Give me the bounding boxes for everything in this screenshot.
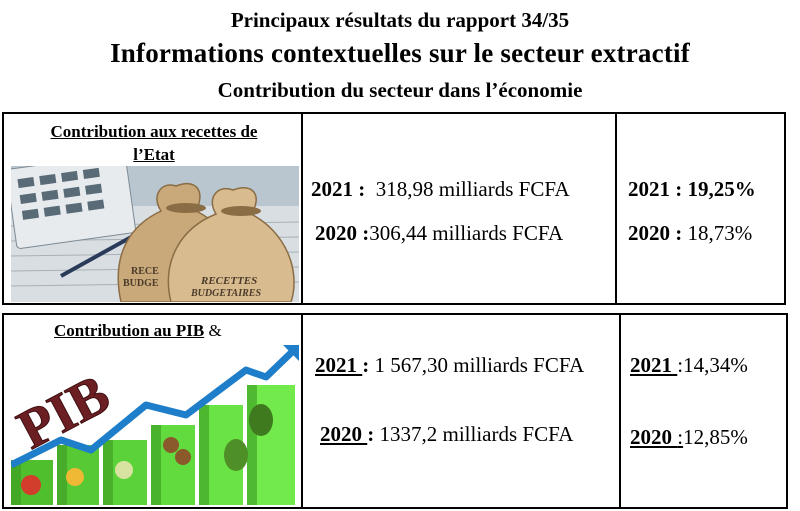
- column-divider: [619, 315, 621, 507]
- pib-percent-2021: 2021 :14,34%: [630, 353, 748, 377]
- pib-percent-2020: 2020 :12,85%: [630, 425, 748, 449]
- pib-table: Contribution au PIB &: [2, 313, 788, 509]
- recettes-table: Contribution aux recettes de l’Etat: [2, 112, 786, 305]
- column-divider: [615, 114, 617, 303]
- recettes-percent-2020: 2020 : 18,73%: [628, 221, 753, 245]
- report-subtitle: Principaux résultats du rapport 34/35: [230, 8, 570, 32]
- pib-caption: Contribution au PIB &: [54, 321, 222, 340]
- pib-amount-2020: 2020 : 1337,2 milliards FCFA: [320, 422, 574, 446]
- recettes-amount-2020: 2020 :306,44 milliards FCFA: [315, 221, 564, 245]
- recettes-percent-2021: 2021 : 19,25%: [628, 177, 756, 201]
- money-bags-image: RECE BUDGE RECETTES BUDGETAIRES: [11, 166, 299, 302]
- svg-text:BUDGE: BUDGE: [123, 278, 159, 289]
- svg-text:RECETTES: RECETTES: [200, 275, 257, 287]
- page-title: Informations contextuelles sur le secteu…: [110, 38, 690, 68]
- section-title: Contribution du secteur dans l’économie: [217, 78, 583, 102]
- pib-growth-image: PIB: [11, 345, 299, 505]
- pib-amount-2021: 2021 : 1 567,30 milliards FCFA: [315, 353, 585, 377]
- column-divider: [301, 114, 303, 303]
- svg-text:RECE: RECE: [131, 266, 159, 277]
- column-divider: [301, 315, 303, 507]
- svg-text:BUDGETAIRES: BUDGETAIRES: [190, 288, 261, 299]
- recettes-caption: Contribution aux recettes de l’Etat: [50, 122, 258, 164]
- recettes-amount-2021: 2021 : 318,98 milliards FCFA: [311, 177, 570, 201]
